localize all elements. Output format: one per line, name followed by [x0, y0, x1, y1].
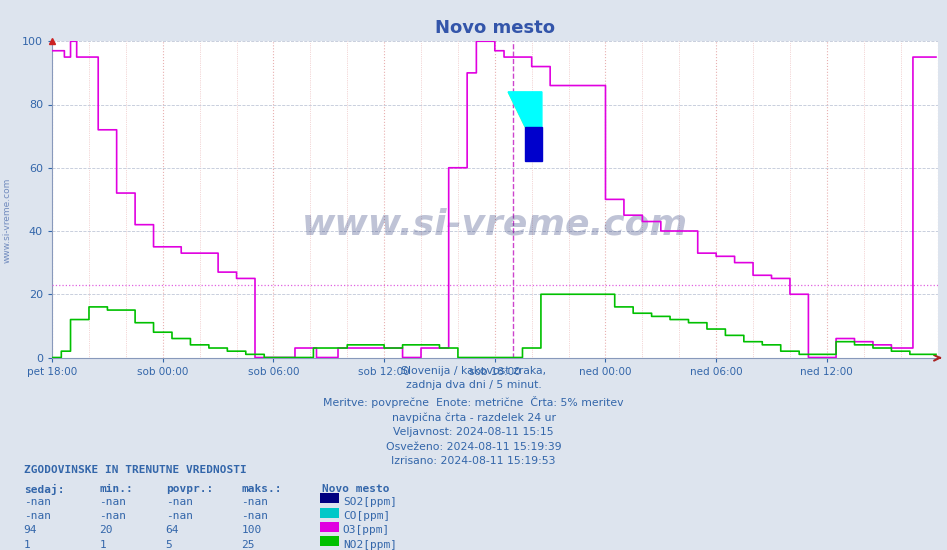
Text: Slovenija / kakovost zraka,
zadnja dva dni / 5 minut.
Meritve: povprečne  Enote:: Slovenija / kakovost zraka, zadnja dva d… — [323, 366, 624, 466]
Text: SO2[ppm]: SO2[ppm] — [343, 497, 397, 507]
Text: 5: 5 — [166, 540, 172, 549]
Text: maks.:: maks.: — [241, 484, 282, 494]
Title: Novo mesto: Novo mesto — [435, 19, 555, 37]
Text: -nan: -nan — [166, 511, 193, 521]
Text: povpr.:: povpr.: — [166, 484, 213, 494]
Text: NO2[ppm]: NO2[ppm] — [343, 540, 397, 549]
Polygon shape — [509, 92, 542, 126]
Text: 94: 94 — [24, 525, 37, 535]
Text: Novo mesto: Novo mesto — [322, 484, 389, 494]
Text: -nan: -nan — [241, 511, 269, 521]
Text: -nan: -nan — [24, 511, 51, 521]
Text: CO[ppm]: CO[ppm] — [343, 511, 390, 521]
Polygon shape — [525, 126, 542, 162]
Text: -nan: -nan — [241, 497, 269, 507]
Text: 64: 64 — [166, 525, 179, 535]
Text: 25: 25 — [241, 540, 255, 549]
Text: www.si-vreme.com: www.si-vreme.com — [302, 208, 688, 241]
Text: 100: 100 — [241, 525, 261, 535]
Text: -nan: -nan — [24, 497, 51, 507]
Text: min.:: min.: — [99, 484, 134, 494]
Text: sedaj:: sedaj: — [24, 484, 64, 495]
Text: -nan: -nan — [99, 511, 127, 521]
Text: -nan: -nan — [99, 497, 127, 507]
Text: 1: 1 — [99, 540, 106, 549]
Polygon shape — [509, 92, 525, 126]
Text: ZGODOVINSKE IN TRENUTNE VREDNOSTI: ZGODOVINSKE IN TRENUTNE VREDNOSTI — [24, 465, 246, 475]
Text: 20: 20 — [99, 525, 113, 535]
Text: -nan: -nan — [166, 497, 193, 507]
Text: www.si-vreme.com: www.si-vreme.com — [3, 177, 12, 263]
Text: O3[ppm]: O3[ppm] — [343, 525, 390, 535]
Text: 1: 1 — [24, 540, 30, 549]
